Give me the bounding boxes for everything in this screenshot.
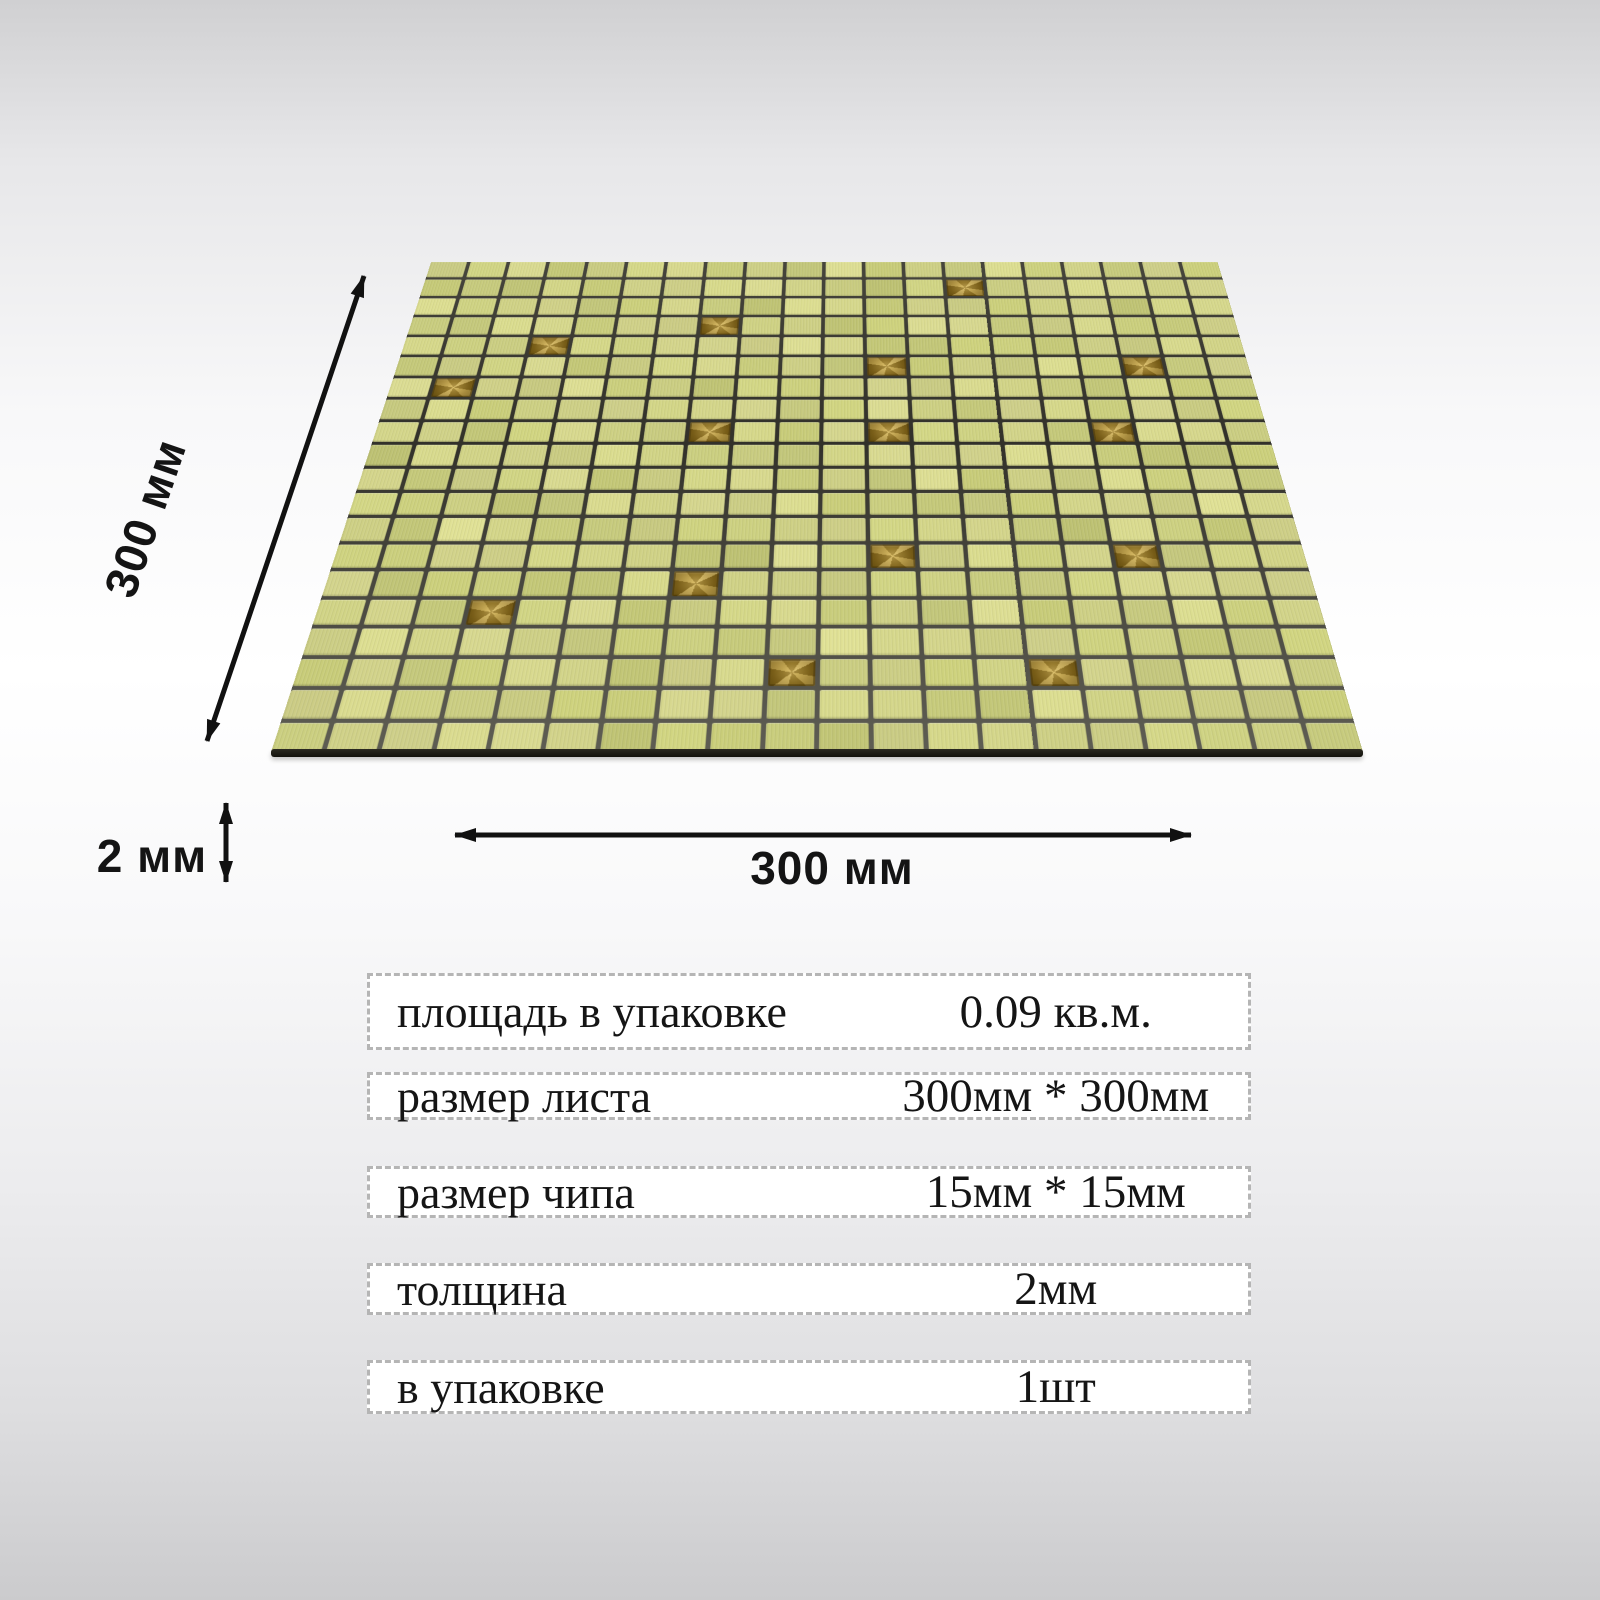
spec-value: 1шт — [1015, 1361, 1096, 1413]
spec-label: размер чипа — [397, 1166, 635, 1218]
spec-label: размер листа — [397, 1070, 652, 1122]
spec-value: 0.09 кв.м. — [959, 985, 1152, 1038]
spec-row-sheet-size: размер листа 300мм * 300мм — [367, 1070, 1251, 1122]
spec-label: в упаковке — [397, 1361, 605, 1413]
spec-row-area: площадь в упаковке 0.09 кв.м. — [367, 973, 1251, 1050]
spec-label: толщина — [397, 1263, 567, 1315]
spec-row-chip-size: размер чипа 15мм * 15мм — [367, 1166, 1251, 1218]
width-dimension-label: 300 мм — [750, 842, 914, 894]
spec-row-qty: в упаковке 1шт — [367, 1360, 1251, 1414]
spec-row-thickness: толщина 2мм — [367, 1263, 1251, 1315]
side-dimension-arrow — [204, 275, 367, 742]
spec-table: площадь в упаковке 0.09 кв.м. размер лис… — [367, 973, 1251, 1414]
thickness-dimension-label: 2 мм — [96, 830, 208, 882]
spec-value: 15мм * 15мм — [925, 1166, 1186, 1218]
spec-value: 2мм — [1014, 1263, 1098, 1315]
spec-label: площадь в упаковке — [397, 986, 787, 1037]
mosaic-sheet-edge — [271, 749, 1363, 757]
spec-value: 300мм * 300мм — [902, 1070, 1210, 1122]
